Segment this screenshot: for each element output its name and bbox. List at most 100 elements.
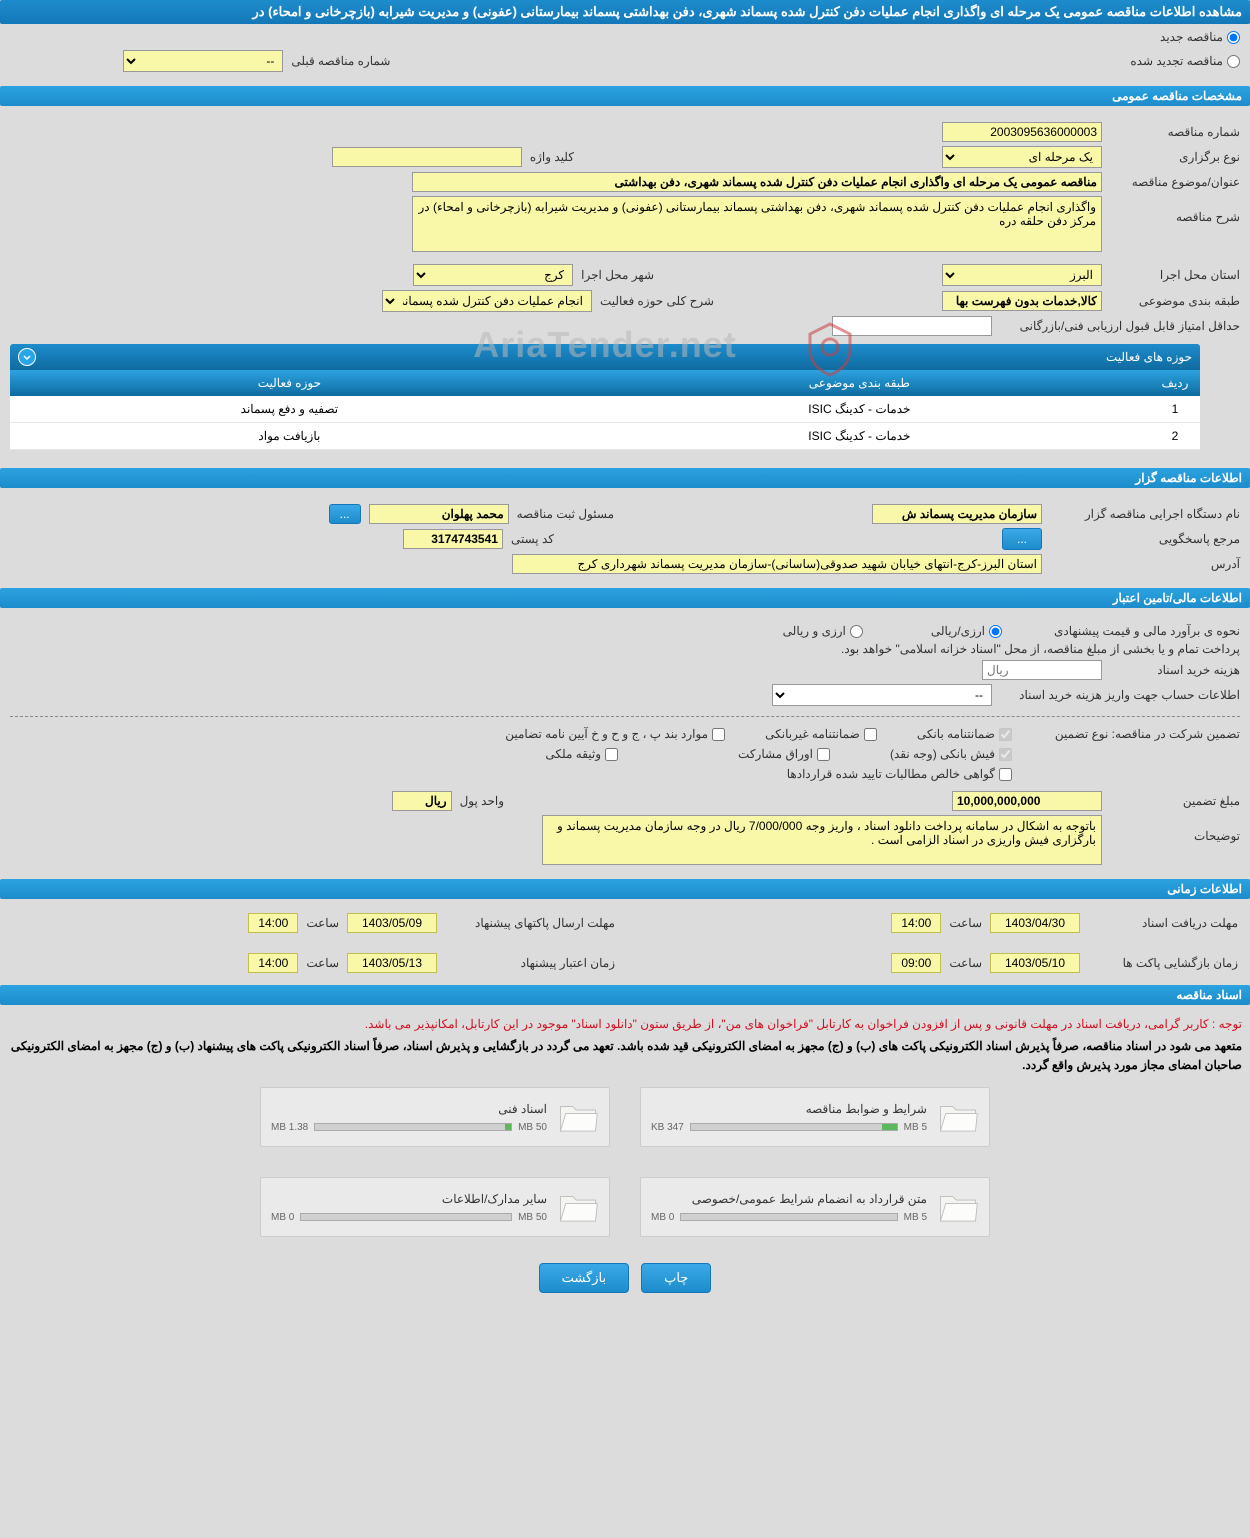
- file-card[interactable]: سایر مدارک/اطلاعات50 MB0 MB: [260, 1177, 610, 1237]
- time-label-4: ساعت: [306, 956, 339, 970]
- file-card[interactable]: متن قرارداد به انضمام شرایط عمومی/خصوصی 5…: [640, 1177, 990, 1237]
- activity-general-select[interactable]: انجام عملیات دفن کنترل شده پسماند عادی و…: [382, 290, 592, 312]
- prev-number-label: شماره مناقصه قبلی: [291, 54, 390, 68]
- unit-input[interactable]: [392, 791, 452, 811]
- time-label-2: ساعت: [306, 916, 339, 930]
- keyword-label: کلید واژه: [530, 150, 574, 164]
- postal-input[interactable]: [403, 529, 503, 549]
- radio-new-tender[interactable]: [1227, 31, 1240, 44]
- subject-label: عنوان/موضوع مناقصه: [1110, 175, 1240, 189]
- print-button[interactable]: چاپ: [641, 1263, 711, 1293]
- chk-nonbank-guarantee[interactable]: [864, 728, 877, 741]
- col-field: حوزه فعالیت: [10, 370, 569, 396]
- file-max: 50 MB: [518, 1212, 547, 1223]
- open-label: زمان بازگشایی پاکت ها: [1088, 956, 1238, 970]
- postal-label: کد پستی: [511, 532, 554, 546]
- back-button[interactable]: بازگشت: [539, 1263, 629, 1293]
- file-title: شرایط و ضوابط مناقصه: [651, 1102, 927, 1116]
- file-used: 0 MB: [651, 1212, 674, 1223]
- estimate-label: نحوه ی برآورد مالی و قیمت پیشنهادی: [1010, 624, 1240, 638]
- valid-label: زمان اعتبار پیشنهاد: [445, 956, 615, 970]
- org-label: نام دستگاه اجرایی مناقصه گزار: [1050, 507, 1240, 521]
- address-label: آدرس: [1050, 557, 1240, 571]
- hold-type-select[interactable]: یک مرحله ای: [942, 146, 1102, 168]
- valid-time: 14:00: [248, 953, 298, 973]
- table-row: 2خدمات - کدینگ ISICبازیافت مواد: [10, 423, 1200, 450]
- page-title: مشاهده اطلاعات مناقصه عمومی یک مرحله ای …: [0, 0, 1250, 24]
- doc-cost-input[interactable]: [982, 660, 1102, 680]
- chk-property[interactable]: [605, 748, 618, 761]
- chk-bonds[interactable]: [817, 748, 830, 761]
- chk-bank-receipt[interactable]: [999, 748, 1012, 761]
- packet-send-time: 14:00: [248, 913, 298, 933]
- radio-new-label: مناقصه جدید: [1160, 30, 1223, 44]
- file-card[interactable]: شرایط و ضوابط مناقصه5 MB347 KB: [640, 1087, 990, 1147]
- registrar-label: مسئول ثبت مناقصه: [517, 507, 614, 521]
- doc-cost-label: هزینه خرید اسناد: [1110, 663, 1240, 677]
- file-used: 1.38 MB: [271, 1122, 308, 1133]
- province-select[interactable]: البرز: [942, 264, 1102, 286]
- file-max: 50 MB: [518, 1122, 547, 1133]
- min-score-input[interactable]: [832, 316, 992, 336]
- hold-type-label: نوع برگزاری: [1110, 150, 1240, 164]
- radio-rial[interactable]: [989, 625, 1002, 638]
- col-row: ردیف: [1150, 370, 1200, 396]
- valid-date: 1403/05/13: [347, 953, 437, 973]
- address-input[interactable]: [512, 554, 1042, 574]
- desc-textarea[interactable]: واگذاری انجام عملیات دفن کنترل شده پسمان…: [412, 196, 1102, 252]
- chk-property-label: وثیقه ملکی: [545, 747, 601, 761]
- chk-bank-guarantee[interactable]: [999, 728, 1012, 741]
- financial-notes-label: توضیحات: [1110, 815, 1240, 843]
- chk-bank-receipt-label: فیش بانکی (وجه نقد): [890, 747, 995, 761]
- org-input[interactable]: [872, 504, 1042, 524]
- prev-number-select[interactable]: --: [123, 50, 283, 72]
- keyword-input[interactable]: [332, 147, 522, 167]
- chk-net-claims-label: گواهی خالص مطالبات تایید شده قراردادها: [787, 767, 995, 781]
- radio-currency[interactable]: [850, 625, 863, 638]
- file-title: اسناد فنی: [271, 1102, 547, 1116]
- file-max: 5 MB: [904, 1122, 927, 1133]
- open-time: 09:00: [891, 953, 941, 973]
- chk-guarantee-terms[interactable]: [712, 728, 725, 741]
- registrar-browse-button[interactable]: ...: [329, 504, 361, 524]
- doc-receive-label: مهلت دریافت اسناد: [1088, 916, 1238, 930]
- collapse-icon[interactable]: [18, 348, 36, 366]
- time-label-1: ساعت: [949, 916, 982, 930]
- packet-send-label: مهلت ارسال پاکتهای پیشنهاد: [445, 916, 615, 930]
- notice-commitment: متعهد می شود در اسناد مناقصه، صرفاً پذیر…: [0, 1035, 1250, 1077]
- activity-panel-title: حوزه های فعالیت: [1106, 350, 1192, 364]
- file-title: سایر مدارک/اطلاعات: [271, 1192, 547, 1206]
- responder-label: مرجع پاسخگویی: [1050, 532, 1240, 546]
- radio-renewed-label: مناقصه تجدید شده: [1130, 54, 1223, 68]
- tender-no-label: شماره مناقصه: [1110, 125, 1240, 139]
- city-select[interactable]: کرج: [413, 264, 573, 286]
- section-financial: اطلاعات مالی/تامین اعتبار: [0, 588, 1250, 608]
- activity-panel: حوزه های فعالیت ردیف طبقه بندی موضوعی حو…: [10, 344, 1200, 450]
- file-title: متن قرارداد به انضمام شرایط عمومی/خصوصی: [651, 1192, 927, 1206]
- section-general: مشخصات مناقصه عمومی: [0, 86, 1250, 106]
- registrar-input[interactable]: [369, 504, 509, 524]
- class-label: طبقه بندی موضوعی: [1110, 294, 1240, 308]
- radio-currency-label: ارزی و ریالی: [783, 624, 846, 638]
- doc-receive-time: 14:00: [891, 913, 941, 933]
- section-organizer: اطلاعات مناقصه گزار: [0, 468, 1250, 488]
- subject-input[interactable]: [412, 172, 1102, 192]
- radio-rial-label: ارزی/ریالی: [931, 624, 985, 638]
- radio-renewed-tender[interactable]: [1227, 55, 1240, 68]
- tender-no-input[interactable]: [942, 122, 1102, 142]
- class-input[interactable]: [942, 291, 1102, 311]
- province-label: استان محل اجرا: [1110, 268, 1240, 282]
- section-timing: اطلاعات زمانی: [0, 879, 1250, 899]
- file-max: 5 MB: [904, 1212, 927, 1223]
- city-label: شهر محل اجرا: [581, 268, 654, 282]
- account-info-select[interactable]: --: [772, 684, 992, 706]
- chk-net-claims[interactable]: [999, 768, 1012, 781]
- financial-notes-textarea[interactable]: باتوجه به اشکال در سامانه پرداخت دانلود …: [542, 815, 1102, 865]
- col-class: طبقه بندی موضوعی: [569, 370, 1150, 396]
- guarantee-amount-label: مبلغ تضمین: [1110, 794, 1240, 808]
- guarantee-amount-input[interactable]: [952, 791, 1102, 811]
- responder-browse-button[interactable]: ...: [1002, 528, 1042, 550]
- chk-bank-guarantee-label: ضمانتنامه بانکی: [917, 727, 995, 741]
- file-card[interactable]: اسناد فنی 50 MB 1.38 MB: [260, 1087, 610, 1147]
- chk-guarantee-terms-label: موارد بند پ ، ج و ح و خ آیین نامه تضامین: [505, 727, 708, 741]
